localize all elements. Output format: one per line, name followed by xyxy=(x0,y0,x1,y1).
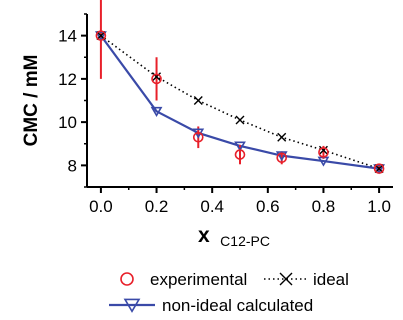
ideal-point xyxy=(277,132,287,142)
experimental-point xyxy=(95,30,107,41)
non-ideal-point xyxy=(234,141,246,152)
y-tick-label-10: 10 xyxy=(58,113,77,132)
y-tick-label-12: 12 xyxy=(58,70,77,89)
ideal-point xyxy=(193,96,203,105)
ideal-point xyxy=(96,31,106,41)
y-axis-label: CMC / mM xyxy=(21,55,42,147)
experimental-point xyxy=(151,73,162,85)
x-axis-label-subscript: C12-PC xyxy=(220,233,270,249)
x-axis-label-main: x xyxy=(198,224,210,247)
x-tick-label-1.0: 1.0 xyxy=(367,197,391,216)
y-ticks: 8 10 12 14 xyxy=(58,13,87,188)
x-tick-label-0.8: 0.8 xyxy=(312,197,336,216)
legend-experimental-marker xyxy=(120,272,134,286)
legend-ideal-marker xyxy=(279,272,293,286)
legend-experimental-label: experimental xyxy=(150,270,247,289)
experimental-point xyxy=(276,152,288,164)
x-ticks: 0.0 0.2 0.4 0.6 0.8 1.0 xyxy=(89,187,391,216)
ideal-point xyxy=(152,72,162,82)
non-ideal-point xyxy=(275,151,288,162)
ideal-point xyxy=(374,164,384,174)
legend-ideal-label: ideal xyxy=(313,270,349,289)
experimental-point xyxy=(318,147,329,158)
x-axis-label: x C12-PC xyxy=(198,224,270,249)
legend-non-ideal-marker xyxy=(123,298,141,313)
experimental-point xyxy=(373,163,385,174)
non-ideal-point xyxy=(373,164,385,175)
ideal-point xyxy=(235,115,245,125)
x-tick-label-0.2: 0.2 xyxy=(145,197,169,216)
legend-non-ideal-label: non-ideal calculated xyxy=(162,296,313,315)
experimental-point xyxy=(192,131,204,143)
non-ideal-point xyxy=(150,106,163,117)
y-tick-label-8: 8 xyxy=(68,156,77,175)
experimental-point xyxy=(234,149,246,160)
x-tick-label-0.6: 0.6 xyxy=(256,197,280,216)
plot-area xyxy=(95,0,385,175)
x-tick-label-0.0: 0.0 xyxy=(89,197,113,216)
ideal-point xyxy=(318,145,328,155)
y-tick-label-14: 14 xyxy=(58,27,77,46)
x-tick-label-0.4: 0.4 xyxy=(200,197,224,216)
non-ideal-point xyxy=(95,31,107,42)
